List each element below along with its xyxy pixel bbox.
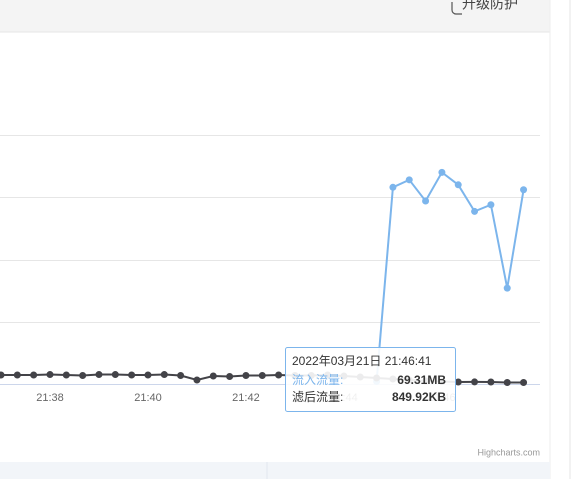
point	[503, 379, 511, 387]
tooltip-value: 69.31MB	[397, 373, 446, 387]
point	[144, 371, 152, 379]
point	[275, 371, 283, 379]
point	[487, 378, 495, 386]
point	[503, 284, 511, 292]
point	[454, 181, 462, 189]
tooltip-title: 2022年03月21日 21:46:41	[292, 354, 432, 368]
point	[520, 379, 528, 387]
point	[13, 371, 21, 379]
point	[95, 371, 103, 379]
x-tick-label: 21:38	[36, 392, 64, 404]
point	[405, 176, 413, 184]
tooltip-box	[285, 347, 456, 412]
point	[62, 371, 70, 379]
point	[471, 378, 479, 386]
point	[389, 183, 397, 191]
point	[454, 378, 462, 386]
point	[471, 207, 479, 215]
point	[111, 371, 119, 379]
upgrade-button[interactable]: 升级防护	[462, 0, 518, 12]
credits[interactable]: Highcharts.com	[477, 447, 540, 457]
point	[487, 201, 495, 209]
point	[242, 372, 250, 380]
tooltip-label: 流入流量:	[292, 373, 343, 387]
point	[438, 168, 446, 176]
point	[209, 372, 217, 380]
point	[177, 372, 185, 380]
x-tick-label: 21:42	[232, 392, 260, 404]
toolbar	[0, 0, 550, 32]
tooltip: 2022年03月21日 21:46:41 流入流量: 69.31MB 滤后流量:…	[285, 347, 456, 412]
tooltip-label: 滤后流量:	[292, 390, 343, 404]
point	[422, 197, 430, 205]
point	[193, 376, 201, 384]
point	[30, 371, 38, 379]
x-tick-label: 21:40	[134, 392, 162, 404]
point	[160, 371, 168, 379]
point	[46, 371, 54, 379]
point	[258, 372, 266, 380]
point	[0, 371, 5, 379]
series-line	[375, 170, 525, 382]
point	[226, 373, 234, 381]
point	[520, 186, 528, 194]
upgrade-icon	[451, 2, 462, 15]
point	[128, 371, 136, 379]
point	[79, 372, 87, 380]
footer-bar	[0, 462, 550, 479]
tooltip-value: 849.92KB	[392, 390, 446, 404]
